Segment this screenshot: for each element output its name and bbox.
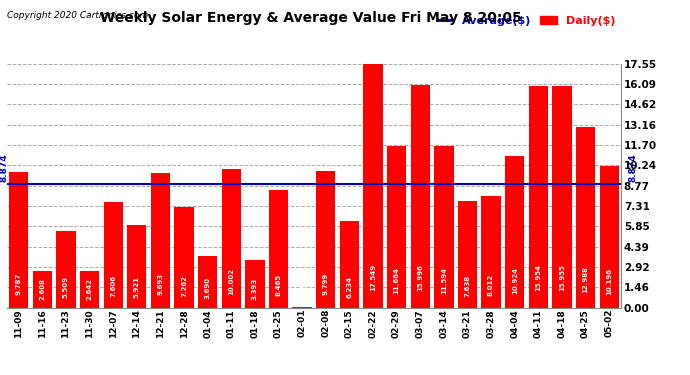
- Bar: [104, 202, 123, 308]
- Text: 12.988: 12.988: [582, 266, 589, 293]
- Text: 11.594: 11.594: [441, 267, 447, 294]
- Text: 3.690: 3.690: [205, 277, 210, 299]
- Text: 5.921: 5.921: [134, 276, 140, 298]
- Bar: [411, 86, 430, 308]
- Text: 10.002: 10.002: [228, 268, 235, 295]
- Bar: [505, 156, 524, 308]
- Bar: [9, 172, 28, 308]
- Bar: [457, 201, 477, 308]
- Text: 11.664: 11.664: [393, 267, 400, 294]
- Bar: [175, 207, 194, 308]
- Text: 2.642: 2.642: [86, 278, 92, 300]
- Bar: [32, 271, 52, 308]
- Bar: [529, 86, 548, 308]
- Bar: [127, 225, 146, 308]
- Bar: [221, 169, 241, 308]
- Text: Copyright 2020 Cartronics.com: Copyright 2020 Cartronics.com: [7, 11, 148, 20]
- Text: 9.799: 9.799: [323, 273, 328, 295]
- Bar: [269, 190, 288, 308]
- Text: 15.955: 15.955: [559, 264, 565, 291]
- Bar: [316, 171, 335, 308]
- Text: Weekly Solar Energy & Average Value Fri May 8 20:05: Weekly Solar Energy & Average Value Fri …: [99, 11, 522, 25]
- Bar: [600, 166, 619, 308]
- Bar: [482, 196, 501, 308]
- Text: 9.693: 9.693: [157, 273, 164, 295]
- Bar: [80, 271, 99, 308]
- Text: 17.549: 17.549: [370, 264, 376, 291]
- Text: 15.954: 15.954: [535, 264, 542, 291]
- Bar: [387, 146, 406, 308]
- Legend: Average($), Daily($): Average($), Daily($): [437, 16, 615, 26]
- Bar: [57, 231, 76, 308]
- Text: 6.234: 6.234: [346, 276, 353, 298]
- Text: 7.638: 7.638: [464, 274, 471, 297]
- Text: 15.996: 15.996: [417, 264, 423, 291]
- Bar: [339, 221, 359, 308]
- Bar: [245, 260, 264, 308]
- Text: 10.924: 10.924: [512, 267, 518, 294]
- Text: 5.509: 5.509: [63, 276, 69, 298]
- Text: 10.196: 10.196: [607, 268, 612, 295]
- Text: 3.393: 3.393: [252, 278, 258, 300]
- Text: 8.012: 8.012: [488, 274, 494, 296]
- Text: 2.608: 2.608: [39, 278, 46, 300]
- Text: 7.606: 7.606: [110, 274, 116, 297]
- Text: 0.008: 0.008: [299, 280, 305, 302]
- Text: 9.787: 9.787: [16, 273, 21, 295]
- Bar: [576, 127, 595, 308]
- Bar: [552, 86, 571, 308]
- Bar: [198, 256, 217, 307]
- Text: 8.874: 8.874: [0, 153, 9, 182]
- Text: 8.465: 8.465: [275, 274, 282, 296]
- Text: 8.874: 8.874: [628, 153, 637, 182]
- Bar: [434, 147, 453, 308]
- Bar: [150, 173, 170, 308]
- Text: 7.262: 7.262: [181, 275, 187, 297]
- Bar: [364, 64, 383, 308]
